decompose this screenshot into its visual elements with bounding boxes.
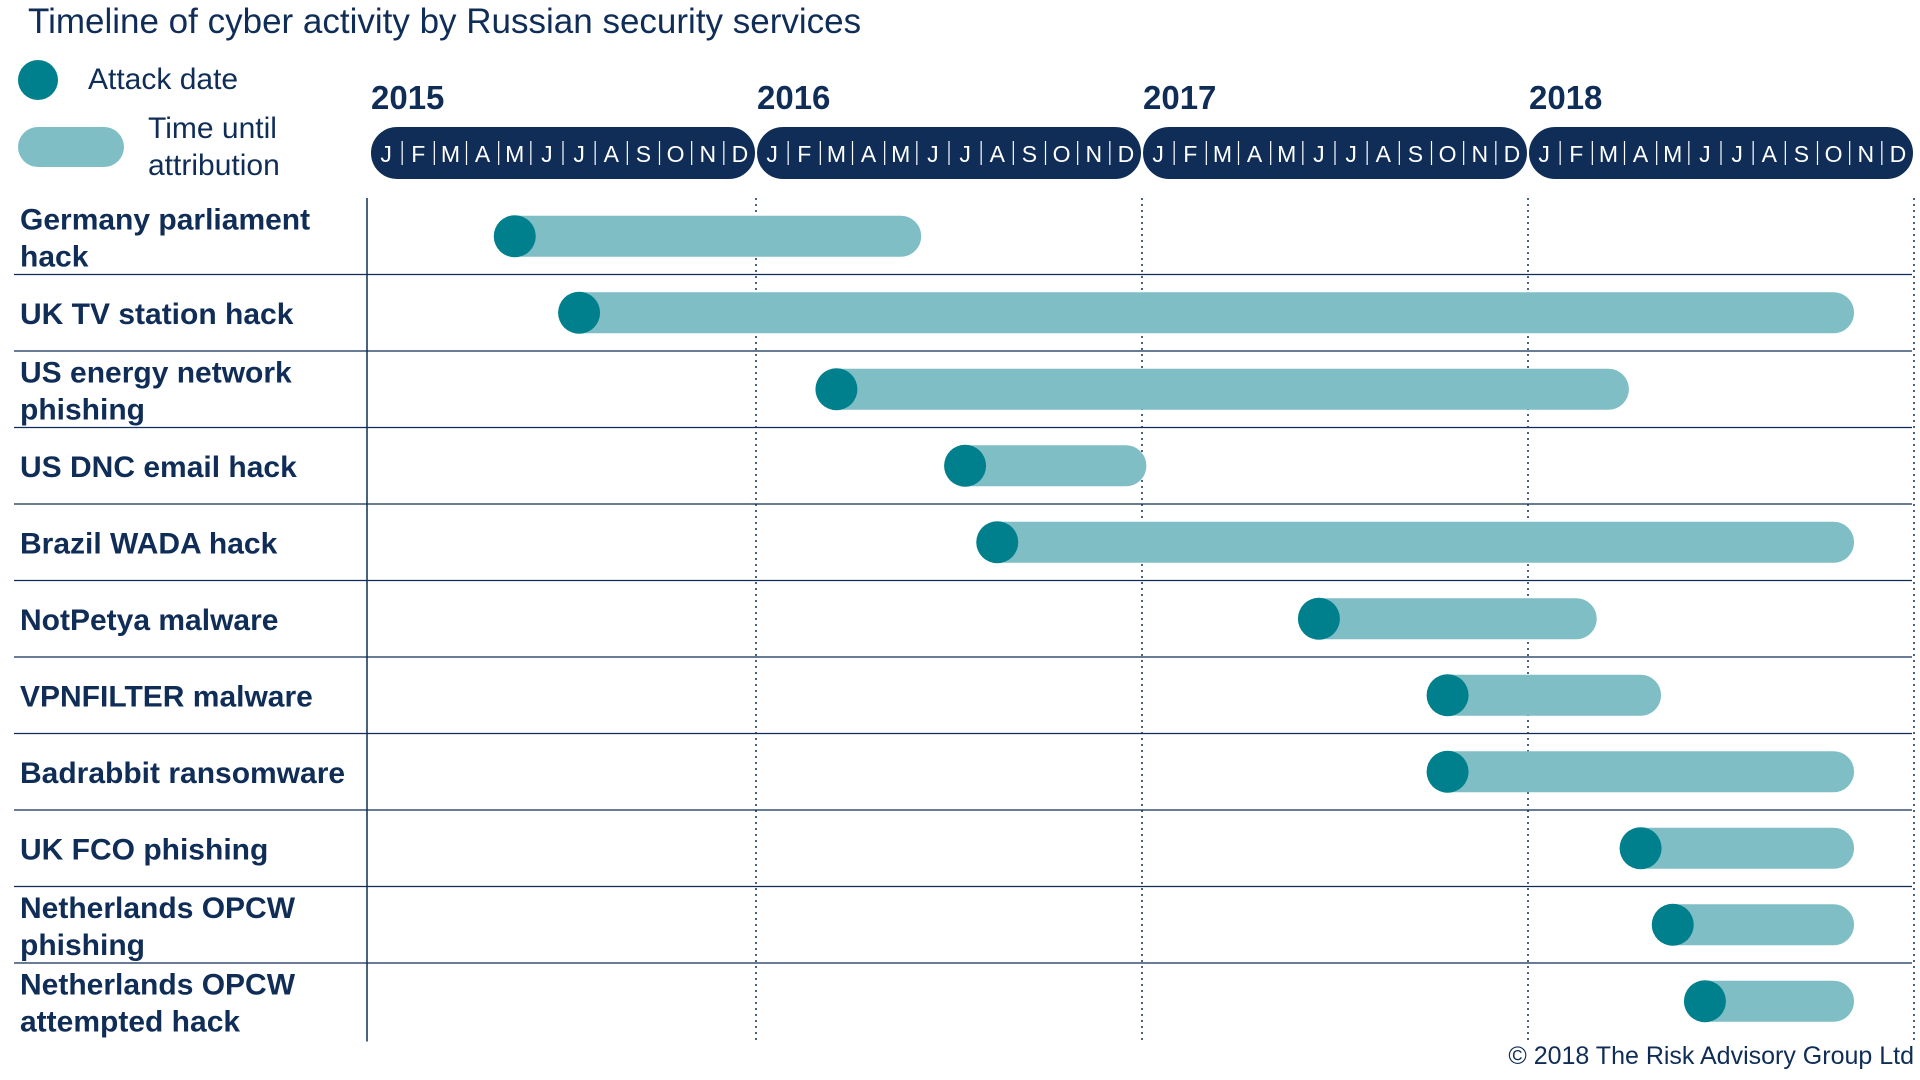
month-label: D [732,141,749,167]
event-label: Netherlands OPCW attempted hack [20,968,296,1038]
month-label: A [604,141,620,167]
event-label: Brazil WADA hack [20,527,278,560]
attack-dot [1651,903,1694,946]
legend-attribution-label: Time until attribution [148,112,280,182]
month-label: F [411,141,425,167]
month-label: N [1471,141,1488,167]
attack-dot [944,444,987,487]
month-label: O [1439,141,1457,167]
month-label: F [1569,141,1583,167]
month-label: J [1313,141,1325,167]
month-label: M [505,141,524,167]
month-label: J [1152,141,1164,167]
event-label: UK FCO phishing [20,833,268,866]
event-label: UK TV station hack [20,298,294,331]
month-label: M [1277,141,1296,167]
year-label-2018: 2018 [1529,79,1602,116]
month-label: J [1731,141,1743,167]
event-label: NotPetya malware [20,604,278,637]
copyright-notice: © 2018 The Risk Advisory Group Ltd [1508,1042,1914,1070]
month-label: S [1022,141,1037,167]
month-label: O [1825,141,1843,167]
month-label: N [1085,141,1102,167]
chart-title: Timeline of cyber activity by Russian se… [28,2,862,41]
year-label-2017: 2017 [1143,79,1216,116]
attack-dot [976,521,1019,564]
month-label: J [766,141,778,167]
month-label: D [1890,141,1907,167]
year-label-2015: 2015 [371,79,444,116]
month-label: J [541,141,553,167]
event-label: Germany parliament hack [20,203,310,273]
month-label: J [380,141,392,167]
attack-dot [1426,750,1469,793]
event-label: Badrabbit ransomware [20,757,345,790]
legend-attack-label: Attack date [88,63,238,96]
month-label: N [1857,141,1874,167]
month-label: J [959,141,971,167]
month-label: M [891,141,910,167]
event-label: US energy network phishing [20,356,292,426]
month-label: A [861,141,877,167]
month-label: A [1247,141,1263,167]
legend-attack-dot [18,60,58,100]
event-label: Netherlands OPCW phishing [20,892,296,962]
month-label: O [667,141,685,167]
month-label: F [1183,141,1197,167]
month-label: A [1633,141,1649,167]
month-label: M [1599,141,1618,167]
attack-dot [1683,980,1726,1023]
month-label: J [1699,141,1711,167]
month-label: J [1345,141,1357,167]
month-label: A [990,141,1006,167]
attack-dot [1426,674,1469,717]
month-label: O [1053,141,1071,167]
month-label: S [1408,141,1423,167]
attack-dot [558,291,601,334]
month-label: D [1118,141,1135,167]
event-label: VPNFILTER malware [20,680,313,713]
month-label: S [1794,141,1809,167]
event-label: US DNC email hack [20,451,297,484]
month-label: J [927,141,939,167]
month-label: M [441,141,460,167]
month-label: A [1762,141,1778,167]
month-label: M [827,141,846,167]
month-label: J [1538,141,1550,167]
attack-dot [1619,827,1662,870]
month-label: N [699,141,716,167]
month-label: A [475,141,491,167]
month-label: J [573,141,585,167]
month-label: D [1504,141,1521,167]
attack-dot [493,215,536,258]
year-label-2016: 2016 [757,79,830,116]
attack-dot [815,368,858,411]
month-label: F [797,141,811,167]
month-label: M [1213,141,1232,167]
attack-dot [1297,597,1340,640]
month-label: M [1663,141,1682,167]
month-label: A [1376,141,1392,167]
month-label: S [636,141,651,167]
